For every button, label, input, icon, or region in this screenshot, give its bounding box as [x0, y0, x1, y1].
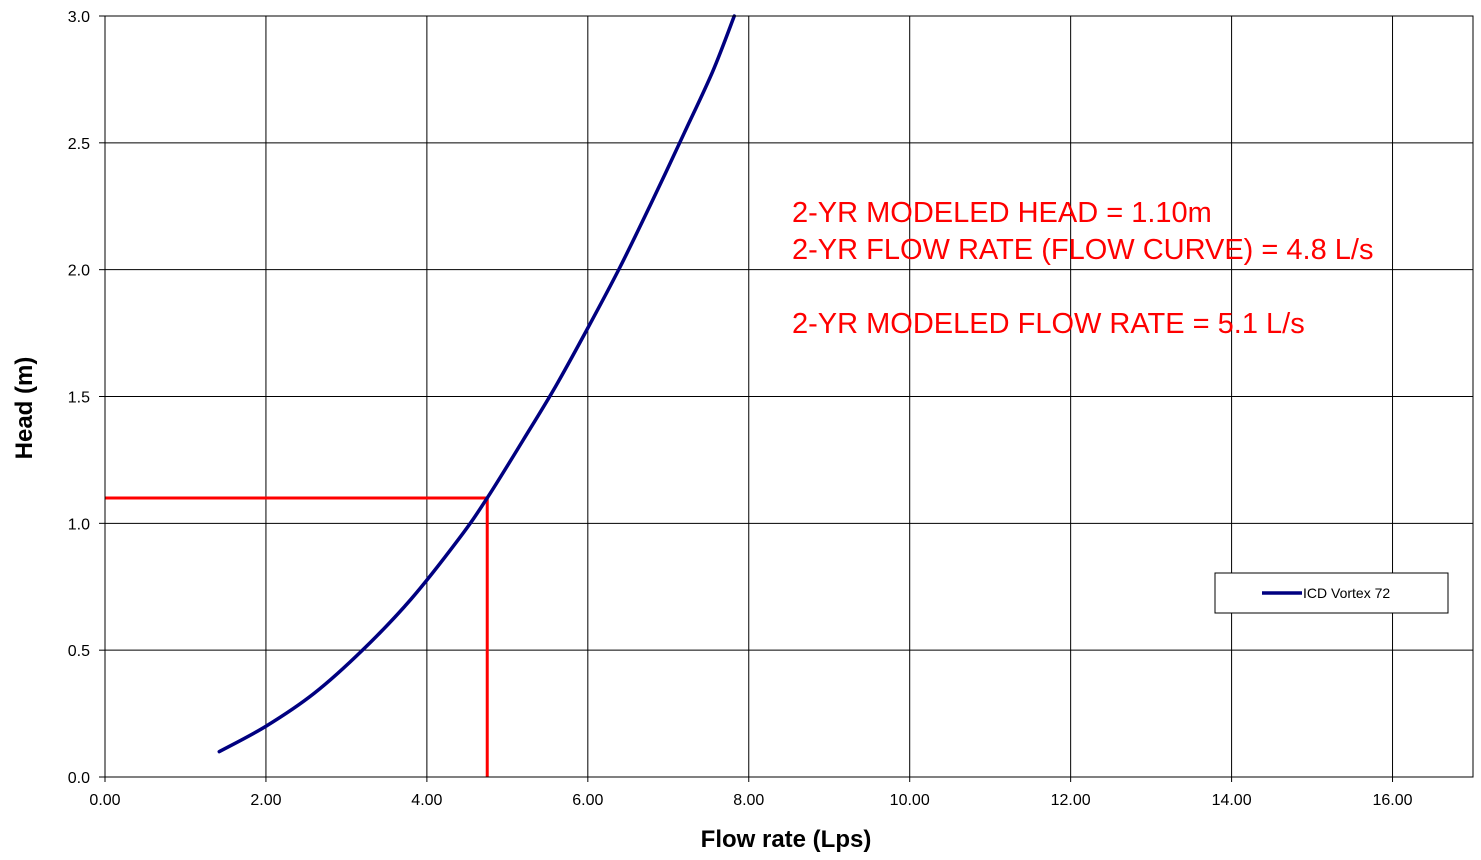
x-tick-label: 8.00	[733, 792, 764, 809]
y-tick-label: 0.0	[68, 770, 90, 787]
y-tick-label: 1.5	[68, 390, 90, 407]
annotation-flow-curve-rate: 2-YR FLOW RATE (FLOW CURVE) = 4.8 L/s	[792, 234, 1373, 266]
annotation-modeled-flow-rate: 2-YR MODELED FLOW RATE = 5.1 L/s	[792, 308, 1305, 340]
x-tick-label: 10.00	[890, 792, 930, 809]
x-tick-label: 12.00	[1051, 792, 1091, 809]
x-tick-label: 14.00	[1212, 792, 1252, 809]
x-tick-label: 0.00	[89, 792, 120, 809]
y-tick-label: 2.5	[68, 136, 90, 153]
series-line	[217, 14, 737, 754]
legend: ICD Vortex 72	[1214, 572, 1449, 614]
annotation-modeled-head: 2-YR MODELED HEAD = 1.10m	[792, 197, 1212, 229]
plot-area-border	[104, 15, 1474, 778]
legend-box	[1214, 572, 1449, 614]
reference-lines	[105, 496, 489, 777]
y-tick-label: 0.5	[68, 643, 90, 660]
grid	[104, 15, 1473, 778]
tick-labels: 0.00 2.00 4.00 6.00 8.00 10.00 12.00 14.00 16.00…	[68, 9, 1413, 809]
x-tick-label: 16.00	[1373, 792, 1413, 809]
x-tick-label: 2.00	[250, 792, 281, 809]
y-axis-title: Head (m)	[11, 357, 38, 460]
x-tick-label: 6.00	[572, 792, 603, 809]
annotations: 2-YR MODELED HEAD = 1.10m 2-YR FLOW RATE…	[792, 197, 1373, 340]
y-tick-label: 2.0	[68, 263, 90, 280]
x-tick-label: 4.00	[411, 792, 442, 809]
plot-frame	[99, 15, 1474, 782]
y-tick-label: 1.0	[68, 516, 90, 533]
x-axis-title: Flow rate (Lps)	[701, 826, 872, 853]
legend-label: ICD Vortex 72	[1303, 585, 1390, 601]
reference-line-head-flow	[105, 496, 489, 777]
y-tick-label: 3.0	[68, 9, 90, 26]
series-layer	[217, 14, 737, 754]
